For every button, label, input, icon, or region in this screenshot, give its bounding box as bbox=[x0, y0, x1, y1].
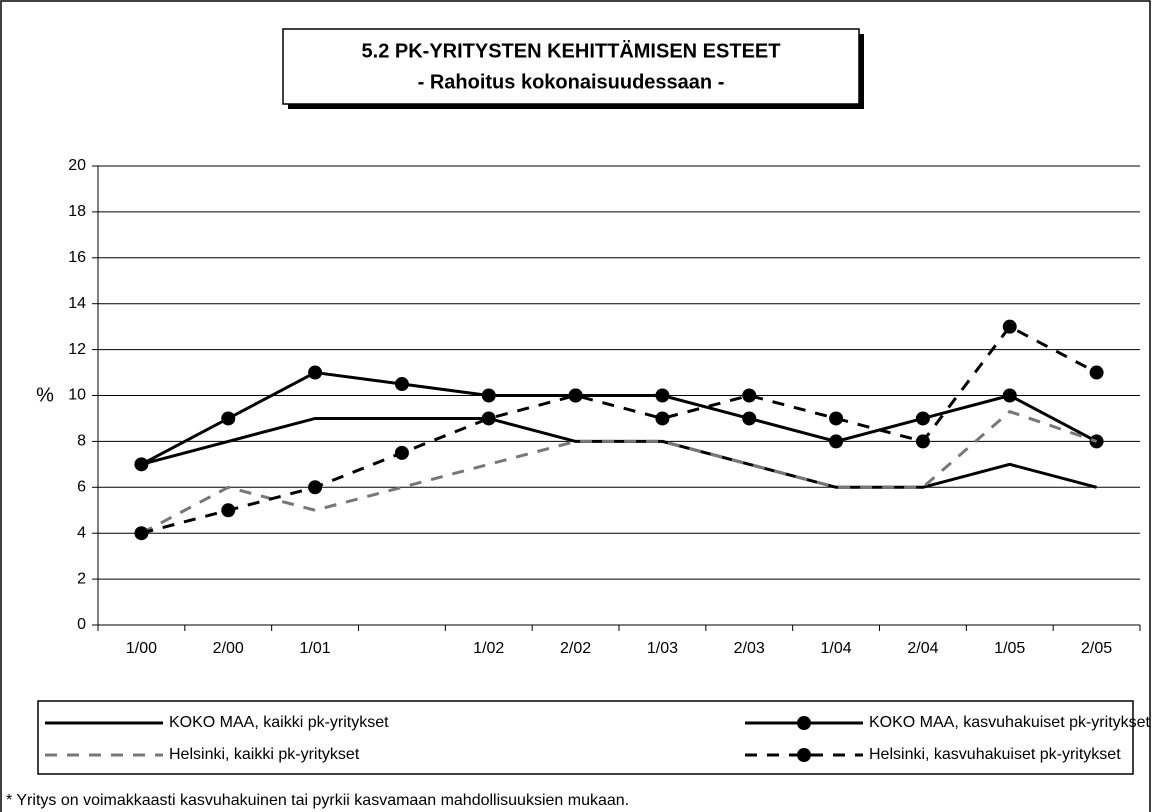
point bbox=[221, 503, 236, 518]
y-tick-label: 8 bbox=[77, 433, 86, 450]
point bbox=[394, 377, 409, 392]
x-tick-label: 2/05 bbox=[1081, 640, 1112, 657]
point bbox=[308, 365, 323, 380]
point bbox=[394, 445, 409, 460]
legend-label: Helsinki, kaikki pk-yritykset bbox=[169, 746, 360, 763]
chart-title: 5.2 PK-YRITYSTEN KEHITTÄMISEN ESTEET bbox=[362, 39, 781, 62]
legend-label: Helsinki, kasvuhakuiset pk-yritykset bbox=[869, 746, 1121, 763]
series-line bbox=[140, 371, 1098, 466]
x-tick-label: 1/00 bbox=[126, 640, 157, 657]
x-tick-label: 2/00 bbox=[213, 640, 244, 657]
legend-label: KOKO MAA, kasvuhakuiset pk-yritykset * bbox=[869, 714, 1152, 731]
point bbox=[829, 434, 844, 449]
point bbox=[308, 480, 323, 495]
y-tick-label: 20 bbox=[68, 157, 86, 174]
point bbox=[1002, 388, 1017, 403]
point bbox=[655, 388, 670, 403]
point bbox=[742, 388, 757, 403]
point bbox=[221, 411, 236, 426]
y-tick-label: 0 bbox=[77, 616, 86, 633]
x-tick-label: 1/04 bbox=[821, 640, 852, 657]
point bbox=[1089, 365, 1104, 380]
point bbox=[481, 388, 496, 403]
legend-marker bbox=[797, 716, 811, 730]
y-tick-label: 10 bbox=[68, 387, 86, 404]
y-tick-label: 6 bbox=[77, 479, 86, 496]
x-tick-label: 2/03 bbox=[734, 640, 765, 657]
y-tick-label: 12 bbox=[68, 341, 86, 358]
point bbox=[568, 388, 583, 403]
y-axis-label: % bbox=[36, 384, 54, 406]
legend-marker bbox=[797, 748, 811, 762]
legend-label: KOKO MAA, kaikki pk-yritykset bbox=[169, 714, 389, 731]
chart-subtitle: - Rahoitus kokonaisuudessaan - bbox=[418, 71, 725, 93]
point bbox=[742, 411, 757, 426]
point bbox=[1002, 319, 1017, 334]
y-tick-label: 4 bbox=[77, 524, 86, 541]
point bbox=[655, 411, 670, 426]
y-tick-label: 16 bbox=[68, 249, 86, 266]
x-tick-label: 2/04 bbox=[907, 640, 938, 657]
x-tick-label: 1/02 bbox=[473, 640, 504, 657]
point bbox=[829, 411, 844, 426]
x-tick-label: 1/01 bbox=[300, 640, 331, 657]
point bbox=[915, 411, 930, 426]
y-tick-label: 18 bbox=[68, 203, 86, 220]
point bbox=[134, 526, 149, 541]
x-tick-label: 2/02 bbox=[560, 640, 591, 657]
point bbox=[915, 434, 930, 449]
series-line bbox=[141, 324, 1098, 535]
x-tick-label: 1/05 bbox=[994, 640, 1025, 657]
y-tick-label: 2 bbox=[77, 570, 86, 587]
footnote: * Yritys on voimakkaasti kasvuhakuinen t… bbox=[6, 792, 629, 809]
series-line bbox=[141, 416, 1097, 489]
y-tick-label: 14 bbox=[68, 295, 86, 312]
title-box bbox=[282, 28, 860, 105]
x-tick-label: 1/03 bbox=[647, 640, 678, 657]
point bbox=[481, 411, 496, 426]
legend-box bbox=[37, 700, 1134, 775]
point bbox=[134, 457, 149, 472]
